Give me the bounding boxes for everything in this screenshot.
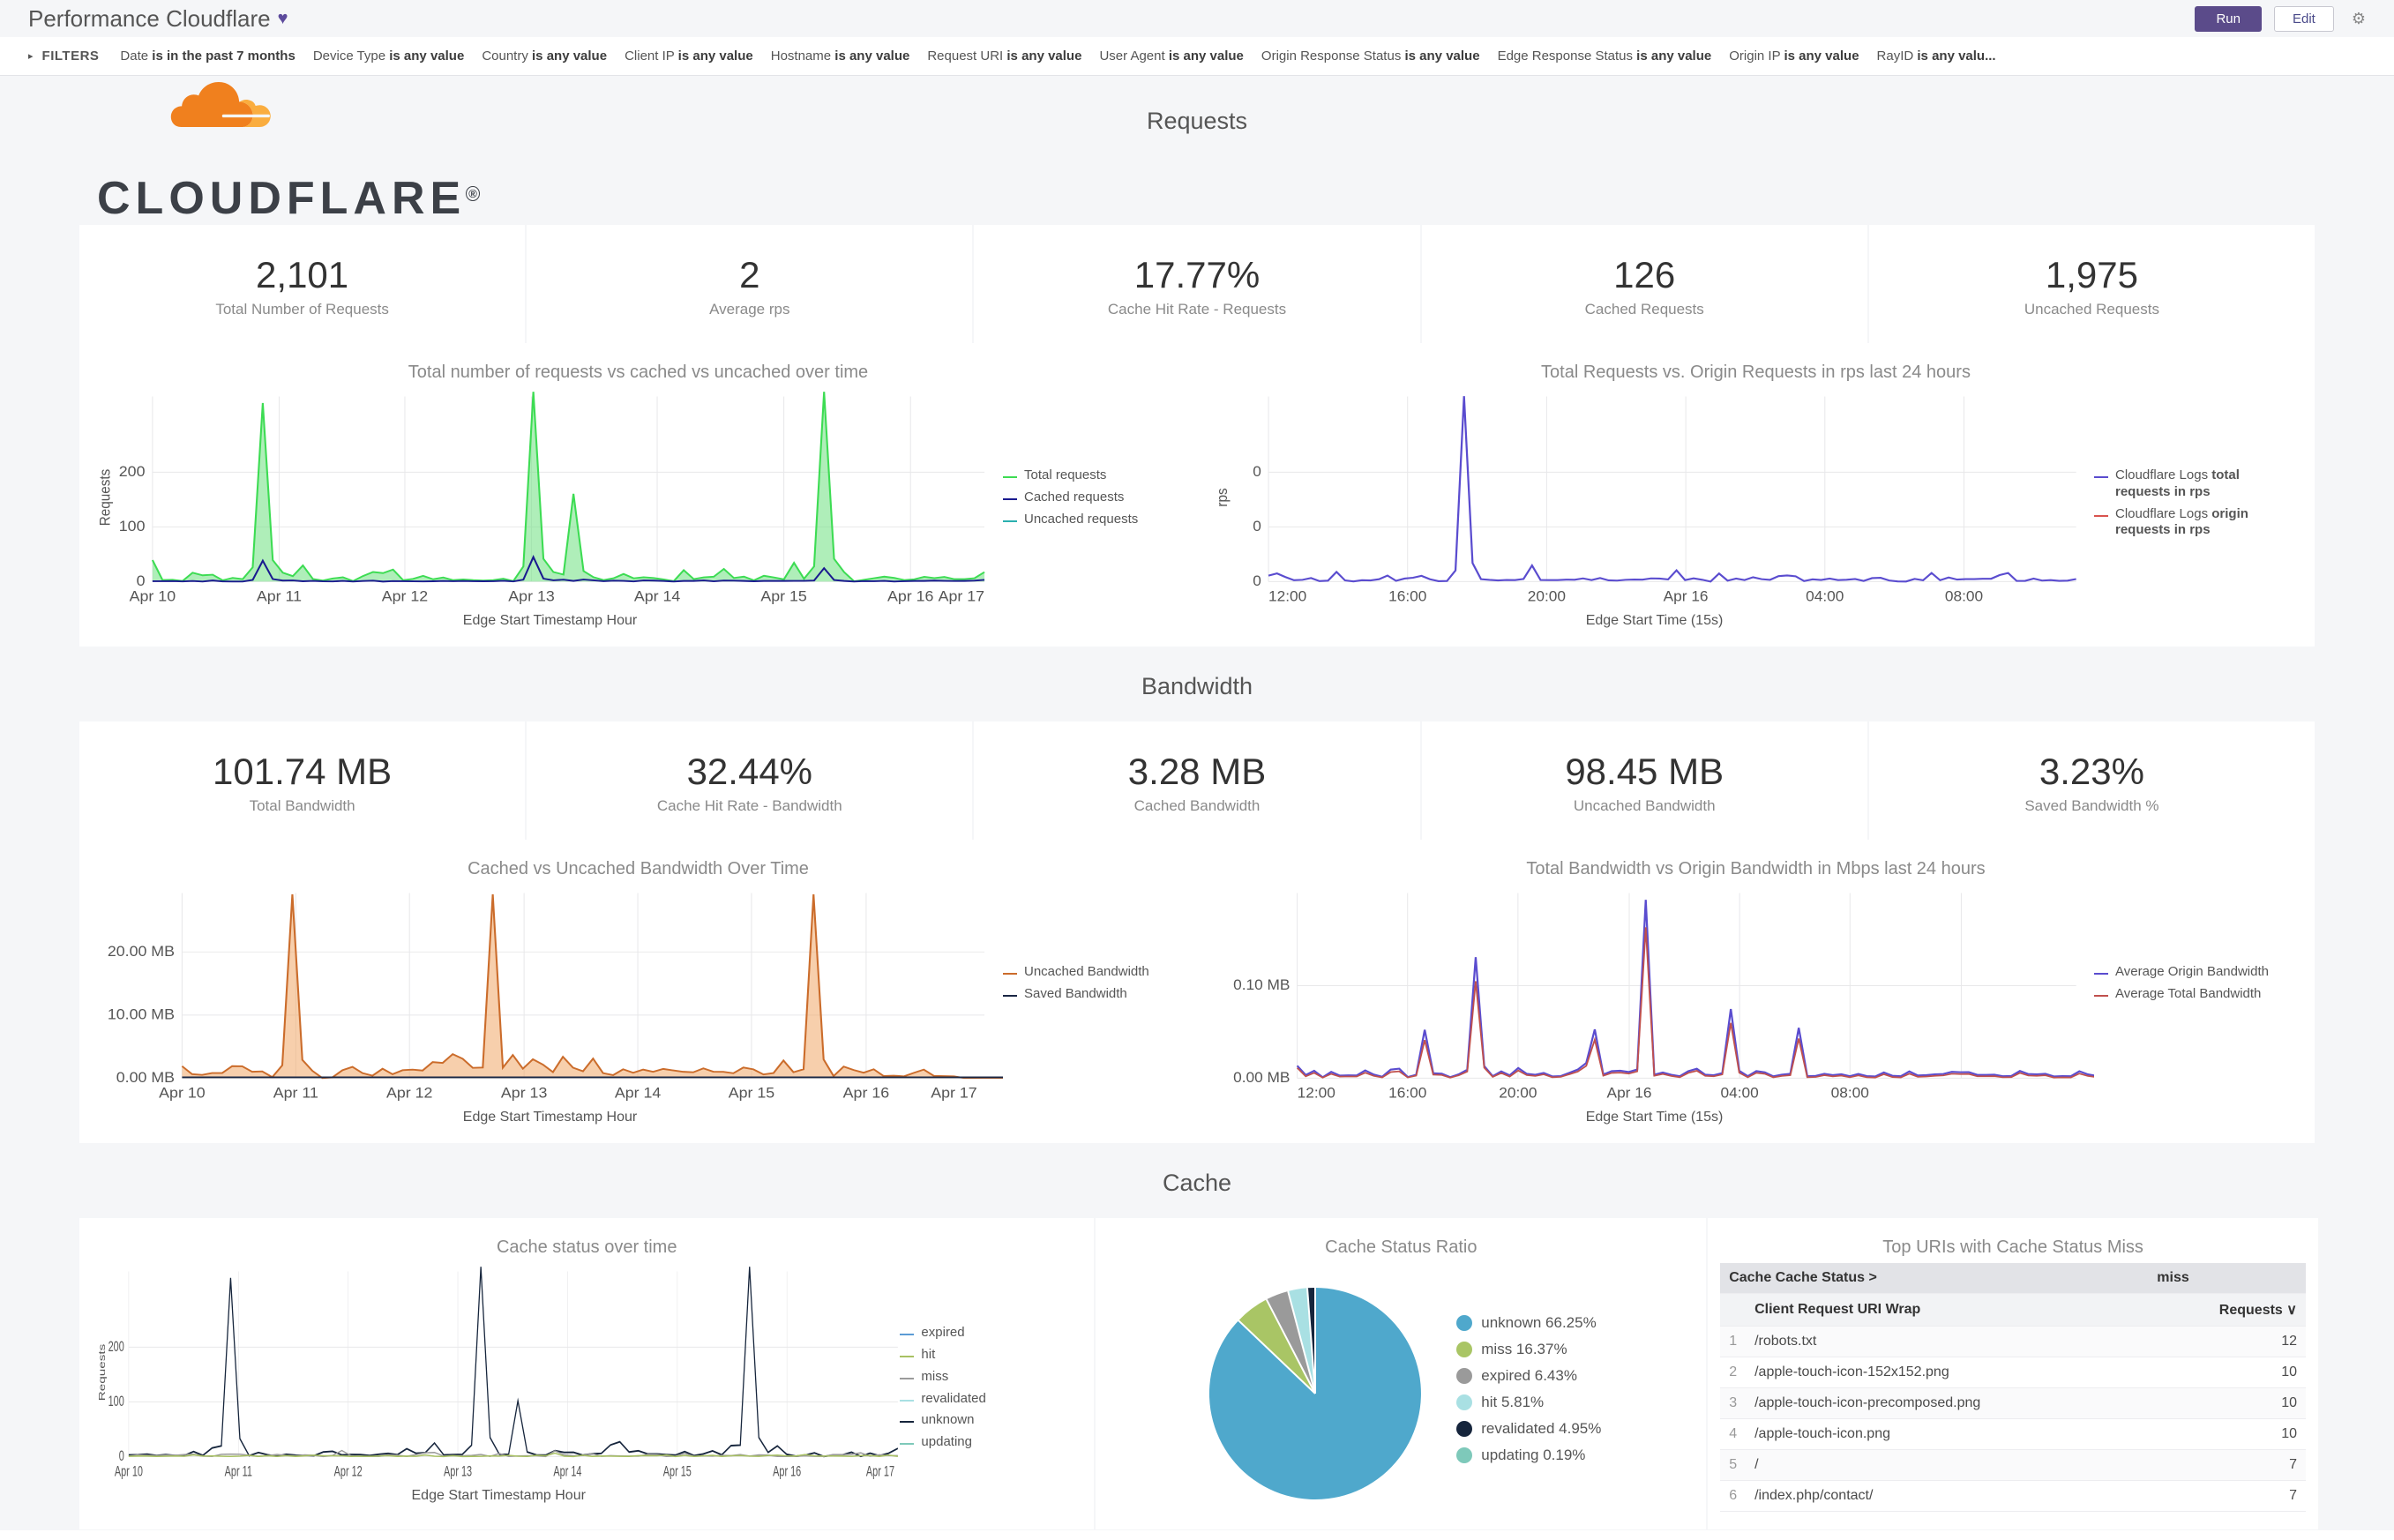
svg-text:Apr 15: Apr 15 xyxy=(760,588,806,604)
svg-text:0: 0 xyxy=(1253,464,1261,480)
svg-text:Apr 14: Apr 14 xyxy=(615,1085,661,1101)
svg-text:0.00 MB: 0.00 MB xyxy=(1233,1070,1290,1086)
svg-text:Requests: Requests xyxy=(97,1344,107,1402)
svg-text:100: 100 xyxy=(108,1393,124,1409)
svg-text:Apr 12: Apr 12 xyxy=(386,1085,432,1101)
svg-text:Apr 17: Apr 17 xyxy=(931,1085,976,1101)
svg-text:Apr 14: Apr 14 xyxy=(634,588,680,604)
svg-text:Apr 11: Apr 11 xyxy=(257,588,302,604)
svg-text:Apr 17: Apr 17 xyxy=(866,1462,894,1479)
svg-text:0: 0 xyxy=(1253,519,1261,535)
svg-text:Apr 13: Apr 13 xyxy=(501,1085,547,1101)
svg-text:Apr 10: Apr 10 xyxy=(115,1462,143,1479)
svg-text:Apr 10: Apr 10 xyxy=(130,588,176,604)
svg-text:16:00: 16:00 xyxy=(1388,1085,1426,1101)
svg-text:Apr 10: Apr 10 xyxy=(159,1085,205,1101)
svg-text:200: 200 xyxy=(108,1338,124,1355)
svg-text:12:00: 12:00 xyxy=(1268,588,1306,604)
svg-text:Apr 15: Apr 15 xyxy=(729,1085,774,1101)
svg-text:Apr 16: Apr 16 xyxy=(887,588,933,604)
svg-text:04:00: 04:00 xyxy=(1806,588,1844,604)
svg-text:20.00 MB: 20.00 MB xyxy=(108,944,175,960)
svg-text:Apr 12: Apr 12 xyxy=(334,1462,363,1479)
svg-text:Apr 13: Apr 13 xyxy=(444,1462,472,1479)
svg-text:Apr 14: Apr 14 xyxy=(553,1462,581,1479)
svg-text:10.00 MB: 10.00 MB xyxy=(108,1007,175,1023)
svg-text:Apr 16: Apr 16 xyxy=(773,1462,801,1479)
svg-text:20:00: 20:00 xyxy=(1499,1085,1537,1101)
svg-text:100: 100 xyxy=(119,519,146,535)
svg-text:Apr 16: Apr 16 xyxy=(1664,588,1709,604)
svg-text:20:00: 20:00 xyxy=(1528,588,1566,604)
svg-text:Apr 11: Apr 11 xyxy=(273,1085,318,1101)
svg-text:Apr 13: Apr 13 xyxy=(508,588,554,604)
svg-text:0: 0 xyxy=(1253,573,1261,589)
svg-text:200: 200 xyxy=(119,464,146,480)
svg-text:08:00: 08:00 xyxy=(1831,1085,1869,1101)
svg-text:16:00: 16:00 xyxy=(1388,588,1426,604)
svg-text:Apr 17: Apr 17 xyxy=(939,588,984,604)
svg-text:0.00 MB: 0.00 MB xyxy=(116,1070,175,1086)
svg-text:Apr 15: Apr 15 xyxy=(663,1462,692,1479)
svg-text:12:00: 12:00 xyxy=(1298,1085,1335,1101)
svg-text:0.10 MB: 0.10 MB xyxy=(1233,977,1290,993)
svg-text:08:00: 08:00 xyxy=(1945,588,1983,604)
svg-text:rps: rps xyxy=(1216,488,1231,506)
svg-text:Apr 16: Apr 16 xyxy=(843,1085,889,1101)
svg-text:0: 0 xyxy=(119,1447,124,1464)
svg-text:Apr 11: Apr 11 xyxy=(225,1462,252,1479)
svg-text:Apr 12: Apr 12 xyxy=(382,588,428,604)
svg-text:04:00: 04:00 xyxy=(1721,1085,1759,1101)
svg-text:Requests: Requests xyxy=(97,469,114,526)
svg-text:0: 0 xyxy=(137,573,146,589)
svg-text:Apr 16: Apr 16 xyxy=(1607,1085,1652,1101)
